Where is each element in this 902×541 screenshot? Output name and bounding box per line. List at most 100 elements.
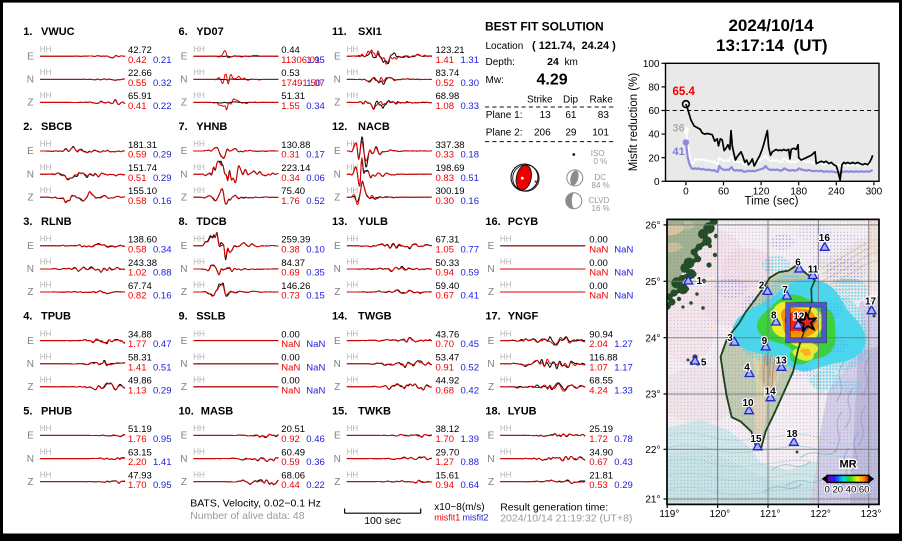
svg-text:1.33: 1.33 xyxy=(614,385,633,396)
svg-text:HH: HH xyxy=(40,281,52,290)
svg-text:1: 1 xyxy=(697,276,703,287)
svg-text:0.67: 0.67 xyxy=(589,457,608,468)
svg-text:0 %: 0 % xyxy=(594,157,608,166)
svg-text:9: 9 xyxy=(762,336,768,347)
svg-text:4.: 4. xyxy=(23,311,32,323)
svg-text:YHNB: YHNB xyxy=(196,121,227,133)
svg-text:Z: Z xyxy=(181,382,187,393)
svg-text:0.53: 0.53 xyxy=(589,480,608,491)
svg-text:11: 11 xyxy=(808,264,819,275)
svg-text:NaN: NaN xyxy=(614,291,633,302)
svg-text:0.51: 0.51 xyxy=(128,173,147,184)
svg-text:1.05: 1.05 xyxy=(436,244,455,255)
svg-text:HH: HH xyxy=(40,447,52,456)
svg-text:TDCB: TDCB xyxy=(196,216,227,228)
svg-text:13:17:14 (UT): 13:17:14 (UT) xyxy=(716,36,827,55)
svg-text:58.31: 58.31 xyxy=(128,353,152,364)
svg-text:Number of alive data: 48: Number of alive data: 48 xyxy=(190,510,305,522)
svg-text:21.81: 21.81 xyxy=(589,470,613,481)
svg-text:0.22: 0.22 xyxy=(306,480,325,491)
svg-text:N: N xyxy=(334,75,341,86)
svg-text:Z: Z xyxy=(27,477,33,488)
svg-text:13: 13 xyxy=(776,356,788,367)
svg-text:1.02: 1.02 xyxy=(128,268,147,279)
svg-text:59.40: 59.40 xyxy=(436,281,460,292)
svg-text:53.47: 53.47 xyxy=(436,353,460,364)
svg-text:151.74: 151.74 xyxy=(128,163,157,174)
svg-text:0.52: 0.52 xyxy=(461,362,480,373)
svg-text:100: 100 xyxy=(643,59,660,70)
svg-text:0.59: 0.59 xyxy=(281,457,300,468)
svg-text:1.72: 1.72 xyxy=(589,434,608,445)
svg-text:49.86: 49.86 xyxy=(128,376,152,387)
svg-text:65.4: 65.4 xyxy=(673,86,696,98)
svg-text:116.88: 116.88 xyxy=(589,353,617,364)
svg-text:1.95: 1.95 xyxy=(306,55,325,66)
svg-text:x10−8(m/s): x10−8(m/s) xyxy=(434,502,484,513)
svg-text:0.35: 0.35 xyxy=(306,268,325,279)
svg-text:0.30: 0.30 xyxy=(436,196,455,207)
svg-text:12.: 12. xyxy=(332,121,347,133)
svg-text:22.66: 22.66 xyxy=(128,68,152,79)
svg-text:N: N xyxy=(27,359,34,370)
svg-text:misfit2: misfit2 xyxy=(463,512,489,522)
svg-text:83.74: 83.74 xyxy=(436,68,460,79)
svg-text:300.19: 300.19 xyxy=(436,186,465,197)
svg-text:67.74: 67.74 xyxy=(128,281,152,292)
svg-text:E: E xyxy=(334,241,341,252)
svg-text:38.12: 38.12 xyxy=(436,424,460,435)
svg-text:NaN: NaN xyxy=(614,244,633,255)
svg-text:42.72: 42.72 xyxy=(128,45,152,56)
svg-text:HH: HH xyxy=(347,353,359,362)
svg-text:0.51: 0.51 xyxy=(461,173,480,184)
svg-text:PCYB: PCYB xyxy=(508,216,539,228)
svg-text:43.76: 43.76 xyxy=(436,329,460,340)
svg-text:E: E xyxy=(181,146,188,157)
svg-text:RLNB: RLNB xyxy=(41,216,72,228)
svg-text:HH: HH xyxy=(40,470,52,479)
svg-text:HH: HH xyxy=(347,163,359,172)
svg-text:Z: Z xyxy=(181,98,187,109)
svg-text:NaN: NaN xyxy=(306,339,325,350)
svg-text:18.: 18. xyxy=(485,405,500,417)
svg-text:5.: 5. xyxy=(23,405,32,417)
svg-text:14: 14 xyxy=(765,386,777,397)
svg-text:80: 80 xyxy=(648,83,660,94)
svg-text:65.91: 65.91 xyxy=(128,91,152,102)
svg-text:26°: 26° xyxy=(645,221,660,232)
svg-text:122°: 122° xyxy=(810,509,831,520)
svg-text:0.94: 0.94 xyxy=(436,480,455,491)
svg-text:HH: HH xyxy=(347,281,359,290)
svg-text:0.00: 0.00 xyxy=(589,281,608,292)
svg-text:0.29: 0.29 xyxy=(614,480,633,491)
svg-text:181.31: 181.31 xyxy=(128,140,157,151)
svg-text:LYUB: LYUB xyxy=(508,405,537,417)
svg-text:0.45: 0.45 xyxy=(461,339,480,350)
svg-text:44.92: 44.92 xyxy=(436,376,460,387)
svg-text:E: E xyxy=(488,336,495,347)
svg-text:0.73: 0.73 xyxy=(281,291,300,302)
svg-text:N: N xyxy=(487,264,494,275)
svg-text:0: 0 xyxy=(683,187,689,198)
svg-text:SBCB: SBCB xyxy=(41,121,72,133)
svg-text:Z: Z xyxy=(27,98,33,109)
svg-text:0.67: 0.67 xyxy=(436,291,455,302)
svg-text:2.04: 2.04 xyxy=(589,339,608,350)
svg-text:0.29: 0.29 xyxy=(153,150,172,161)
svg-text:N: N xyxy=(27,169,34,180)
svg-text:N: N xyxy=(27,264,34,275)
svg-text:HH: HH xyxy=(347,376,359,385)
svg-text:HH: HH xyxy=(193,140,205,149)
svg-text:9.: 9. xyxy=(179,311,188,323)
svg-text:0.42: 0.42 xyxy=(128,55,147,66)
svg-text:NaN: NaN xyxy=(589,268,608,279)
svg-text:TWGB: TWGB xyxy=(358,311,392,323)
svg-text:Time (sec): Time (sec) xyxy=(745,196,799,208)
svg-text:1.39: 1.39 xyxy=(461,434,480,445)
svg-text:0.00: 0.00 xyxy=(281,353,300,364)
svg-text:Plane 1:: Plane 1: xyxy=(486,110,523,121)
svg-text:0.58: 0.58 xyxy=(128,244,147,255)
svg-text:0.00: 0.00 xyxy=(589,258,608,269)
svg-text:51.19: 51.19 xyxy=(128,424,152,435)
svg-text:Z: Z xyxy=(27,382,33,393)
